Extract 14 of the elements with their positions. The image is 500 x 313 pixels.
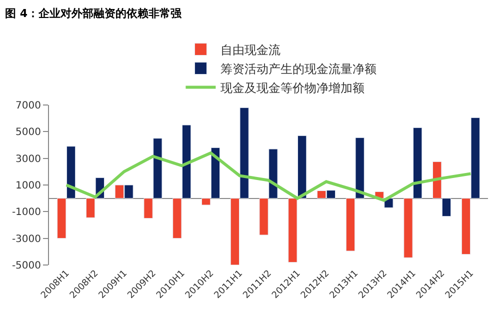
y-tick-label: 3000 (16, 154, 41, 165)
y-tick-label: -3000 (12, 234, 41, 245)
legend-label: 自由现金流 (220, 42, 281, 57)
y-tick-label: -1000 (12, 207, 41, 218)
bar (297, 135, 307, 199)
legend-label: 筹资活动产生的现金流量净额 (220, 62, 377, 76)
y-tick-label: 5000 (16, 127, 41, 138)
y-tick-label: 1000 (16, 180, 41, 192)
chart-title: 图 4：企业对外部融资的依赖非常强 (5, 7, 182, 20)
line-series (64, 152, 472, 202)
y-tick-label: 7000 (16, 100, 41, 112)
y-tick-label: -5000 (12, 260, 41, 272)
bar (288, 198, 298, 263)
legend-label: 现金及现金等价物净增加额 (220, 80, 365, 95)
